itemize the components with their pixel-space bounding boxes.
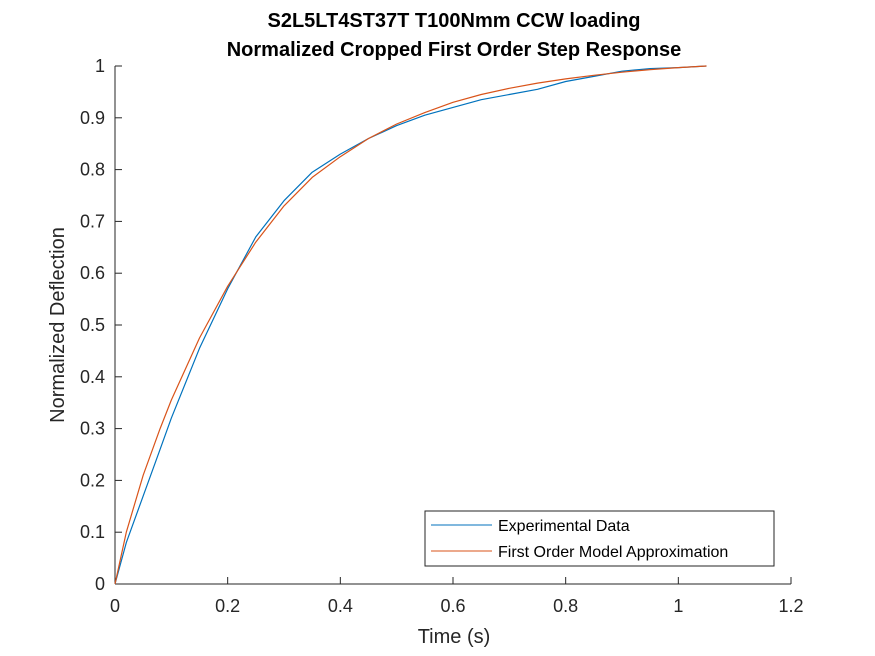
chart-legend: Experimental Data First Order Model Appr… bbox=[424, 510, 775, 567]
x-tick-label: 0.4 bbox=[328, 596, 353, 616]
x-tick-label: 1.2 bbox=[778, 596, 803, 616]
legend-label-experimental-data: Experimental Data bbox=[498, 518, 630, 535]
chart-title-line-2: Normalized Cropped First Order Step Resp… bbox=[227, 39, 682, 61]
series-line-first-order-model bbox=[114, 65, 707, 585]
chart-title-line-1: S2L5LT4ST37T T100Nmm CCW loading bbox=[267, 10, 640, 32]
y-tick-label: 0.8 bbox=[80, 160, 105, 180]
x-tick-label: 0.2 bbox=[215, 596, 240, 616]
x-tick-label: 1 bbox=[673, 596, 683, 616]
legend-box bbox=[424, 510, 775, 567]
y-tick-label: 0.9 bbox=[80, 108, 105, 128]
series-lines bbox=[114, 65, 707, 585]
y-tick-label: 0.2 bbox=[80, 470, 105, 490]
y-tick-label: 0.7 bbox=[80, 211, 105, 231]
y-axis-ticks: 0 0.1 0.2 0.3 0.4 0.5 0.6 0.7 0.8 0.9 1 bbox=[80, 56, 122, 594]
y-tick-label: 1 bbox=[95, 56, 105, 76]
x-axis-ticks: 0 0.2 0.4 0.6 0.8 1 1.2 bbox=[110, 577, 804, 616]
y-tick-label: 0.4 bbox=[80, 367, 105, 387]
y-tick-label: 0.3 bbox=[80, 419, 105, 439]
legend-label-first-order-model: First Order Model Approximation bbox=[498, 544, 728, 561]
x-tick-label: 0.8 bbox=[553, 596, 578, 616]
y-axis-label: Normalized Deflection bbox=[47, 227, 69, 423]
y-tick-label: 0 bbox=[95, 574, 105, 594]
x-axis-label: Time (s) bbox=[418, 626, 491, 648]
y-tick-label: 0.1 bbox=[80, 522, 105, 542]
y-tick-label: 0.5 bbox=[80, 315, 105, 335]
x-tick-label: 0.6 bbox=[440, 596, 465, 616]
series-line-experimental-data bbox=[114, 65, 707, 585]
y-tick-label: 0.6 bbox=[80, 263, 105, 283]
x-tick-label: 0 bbox=[110, 596, 120, 616]
plot-axes bbox=[114, 66, 791, 585]
